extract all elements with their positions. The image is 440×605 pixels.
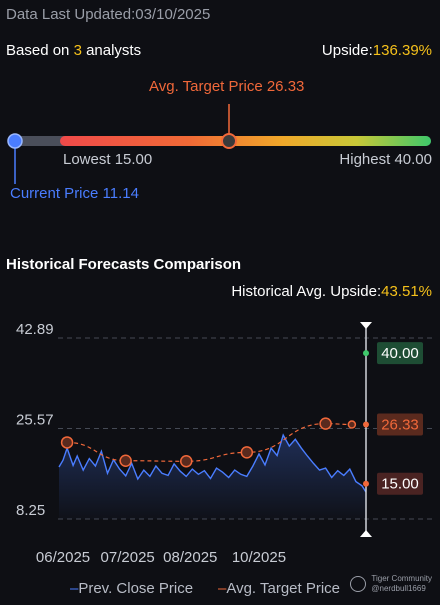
upside-value: 136.39%	[372, 42, 432, 59]
forecast-badge-label: 40.00	[381, 345, 419, 362]
y-tick-label: 25.57	[16, 412, 54, 429]
upside-text: Upside:136.39%	[321, 42, 432, 59]
forecast-badge	[377, 342, 423, 365]
forecast-marker-dot	[363, 480, 369, 487]
forecast-marker-dot	[363, 350, 369, 357]
analysts-count-text: Based on 3 analysts	[6, 42, 142, 59]
avg-target-point	[319, 417, 332, 430]
y-tick-label: 8.25	[16, 502, 45, 519]
historical-upside-text: Historical Avg. Upside:43.51%	[231, 283, 432, 300]
lowest-price-label: Lowest 15.00	[63, 151, 153, 168]
current-price-label: Current Price 11.14	[10, 185, 139, 202]
legend-close-price[interactable]: –Prev. Close Price	[70, 580, 194, 597]
x-tick-label: 10/2025	[232, 549, 286, 566]
forecast-bottom-arrow-icon	[360, 530, 372, 537]
x-tick-label: 08/2025	[163, 549, 217, 566]
avg-target-label: Avg. Target Price 26.33	[149, 78, 305, 95]
avg-target-point	[240, 446, 254, 459]
highest-price-label: Highest 40.00	[339, 151, 432, 168]
avg-target-point	[119, 454, 132, 467]
close-price-area	[59, 435, 366, 519]
historical-upside-value: 43.51%	[381, 283, 432, 300]
legend-target-price[interactable]: –Avg. Target Price	[218, 580, 341, 597]
y-tick-label: 42.89	[16, 321, 54, 338]
avg-target-line	[67, 422, 352, 462]
analyst-range-segment	[60, 136, 431, 146]
forecast-badge	[377, 472, 423, 495]
legend-blue-dash-icon: –	[70, 580, 79, 597]
close-price-line	[58, 433, 367, 493]
forecast-marker-dot	[363, 421, 369, 428]
forecast-badge-label: 26.33	[381, 417, 419, 434]
avg-target-point	[179, 455, 193, 468]
avg-target-marker	[221, 133, 237, 149]
tiger-logo-icon	[350, 576, 367, 592]
price-range-bar	[7, 104, 431, 184]
current-price-marker	[7, 133, 23, 149]
forecast-top-arrow-icon	[360, 322, 372, 329]
watermark: Tiger Community @nerdbull1669	[350, 574, 432, 594]
section-title: Historical Forecasts Comparison	[6, 256, 242, 273]
forecast-badge-label: 15.00	[381, 476, 419, 493]
analyst-count: 3	[73, 42, 82, 59]
x-tick-label: 07/2025	[101, 549, 155, 566]
avg-target-point	[347, 420, 357, 429]
avg-target-point	[60, 436, 74, 449]
legend-orange-dash-icon: –	[218, 580, 227, 597]
forecast-badge	[377, 413, 423, 436]
historical-forecast-chart: 42.89 25.57 8.25 06/2025 07/2025 08/2025 10/20…	[16, 321, 432, 566]
data-updated-text: Data Last Updated:03/10/2025	[6, 6, 211, 23]
x-tick-label: 06/2025	[36, 549, 90, 566]
